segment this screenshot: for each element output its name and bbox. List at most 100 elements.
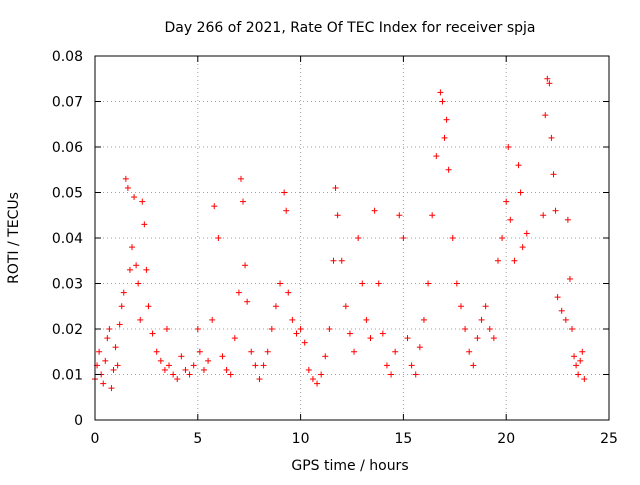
data-point-marker [425,280,432,287]
data-point-marker [332,184,339,191]
data-point-marker [110,366,117,373]
data-point-marker [322,353,329,360]
data-point-marker [126,266,133,273]
data-point-marker [379,330,386,337]
data-point-marker [515,162,522,169]
data-point-marker [554,294,561,301]
data-point-marker [412,371,419,378]
data-point-marker [223,366,230,373]
points-layer [92,75,588,392]
x-tick-label: 5 [193,431,202,447]
data-point-marker [289,316,296,323]
data-point-marker [546,80,553,87]
x-ticks-layer: 0 5 10 15 20 25 [91,56,618,447]
data-point-marker [163,326,170,332]
data-point-marker [196,348,203,355]
data-point-marker [577,357,584,364]
x-tick-label: 15 [394,431,412,447]
data-point-marker [104,335,111,342]
data-point-marker [124,184,131,191]
data-point-marker [330,257,337,264]
data-point-marker [174,376,181,383]
data-point-marker [338,257,345,264]
data-point-marker [571,353,578,360]
x-tick-label: 0 [91,431,100,447]
data-point-marker [517,189,524,196]
data-point-marker [143,266,150,273]
y-tick-label: 0.03 [52,277,83,293]
data-point-marker [490,335,497,342]
data-point-marker [568,326,575,332]
data-point-marker [346,330,353,337]
x-tick-label: 20 [497,431,515,447]
data-point-marker [120,289,127,296]
data-point-marker [445,166,452,173]
data-point-marker [106,326,113,332]
y-tick-label: 0 [74,413,83,429]
data-point-marker [396,212,403,219]
data-point-marker [540,212,547,219]
data-point-marker [235,289,242,296]
data-point-marker [116,321,123,328]
data-point-marker [548,134,555,141]
data-point-marker [108,385,115,392]
data-point-marker [194,326,201,332]
data-point-marker [141,221,148,228]
data-point-marker [363,316,370,323]
data-point-marker [285,289,292,296]
data-point-marker [129,244,136,251]
data-point-marker [227,371,234,378]
data-point-marker [494,257,501,264]
data-point-marker [166,362,173,369]
data-point-marker [186,371,193,378]
data-point-marker [573,362,580,369]
data-point-marker [579,348,586,355]
y-axis-label: ROTI / TECUs [6,192,22,284]
data-point-marker [457,303,464,310]
data-point-marker [211,203,218,210]
data-point-marker [408,362,415,369]
data-point-marker [443,116,450,123]
data-point-marker [375,280,382,287]
data-point-marker [256,376,263,383]
y-tick-label: 0.02 [52,322,83,338]
data-point-marker [122,175,129,182]
data-point-marker [326,326,333,332]
data-point-marker [507,216,514,223]
data-point-marker [404,335,411,342]
x-tick-label: 10 [292,431,310,447]
data-point-marker [562,316,569,323]
data-point-marker [145,303,152,310]
data-point-marker [388,371,395,378]
data-point-marker [441,134,448,141]
data-point-marker [200,366,207,373]
data-point-marker [139,198,146,205]
data-point-marker [400,235,407,241]
data-point-marker [131,194,138,201]
data-point-marker [272,303,279,310]
data-point-marker [170,371,177,378]
data-point-marker [466,348,473,355]
data-point-marker [503,198,510,205]
data-point-marker [283,207,290,214]
data-point-marker [474,335,481,342]
data-point-marker [182,366,189,373]
data-point-marker [499,235,506,241]
data-point-marker [190,362,197,369]
data-point-marker [371,207,378,214]
y-ticks-layer: 0 0.01 0.02 0.03 0.04 0.05 0.06 0.07 0.08 [52,49,609,429]
data-point-marker [153,348,160,355]
data-point-marker [100,380,107,387]
data-point-marker [453,280,460,287]
y-tick-label: 0.04 [52,231,83,247]
data-point-marker [118,303,125,310]
data-point-marker [215,235,222,241]
data-point-marker [133,262,140,269]
data-point-marker [478,316,485,323]
data-point-marker [149,330,156,337]
data-point-marker [383,362,390,369]
data-point-marker [359,280,366,287]
data-point-marker [135,280,142,287]
